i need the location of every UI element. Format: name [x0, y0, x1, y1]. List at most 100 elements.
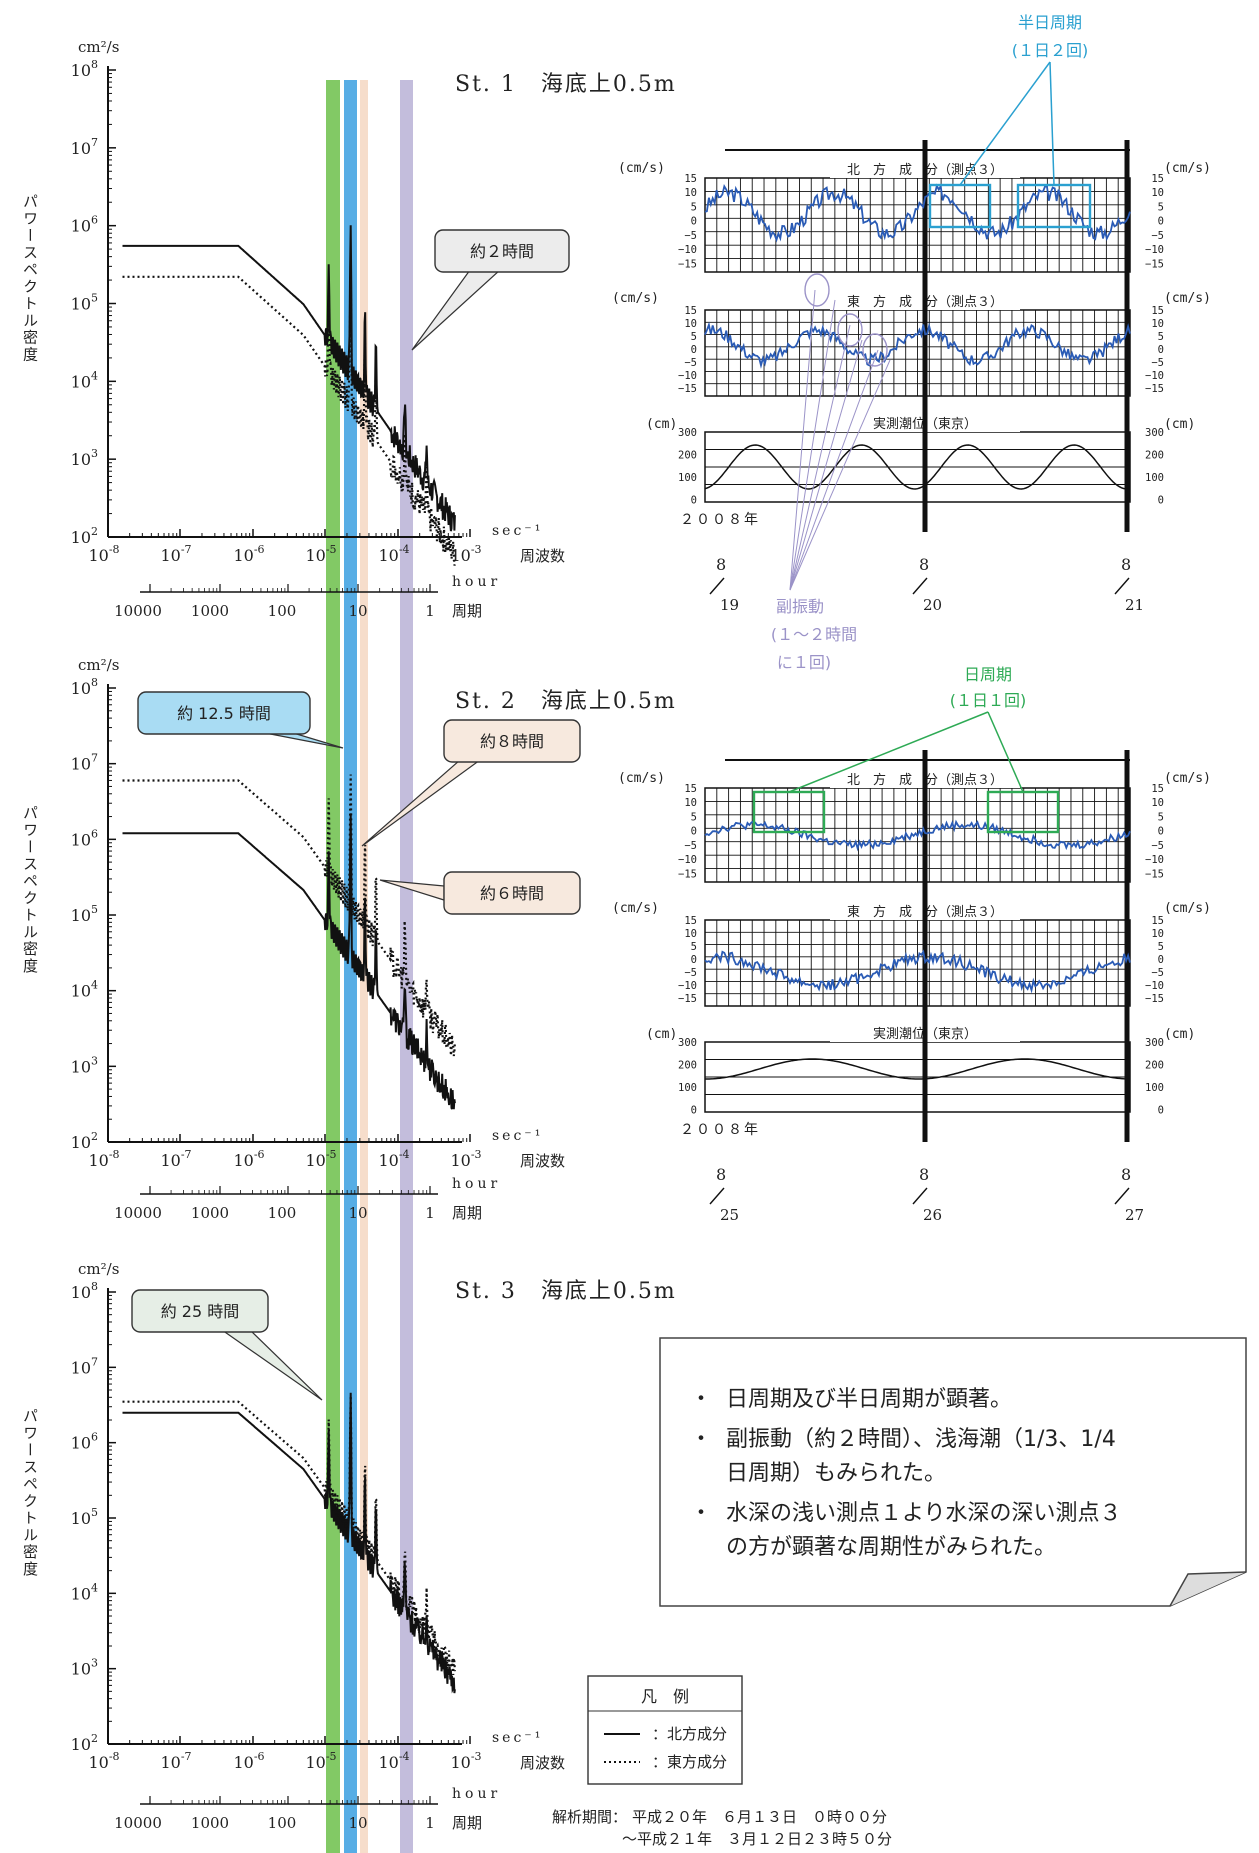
- y-tick-label: 103: [71, 1657, 98, 1679]
- ts-unit-left-1: (cm/s): [618, 161, 665, 176]
- ts-unit-right-3: (cm): [1164, 417, 1195, 432]
- spectrum-title: St. 1 海底上0.5m: [455, 72, 677, 97]
- y-tick-label: 102: [71, 1130, 98, 1152]
- spectrum-title: St. 3 海底上0.5m: [455, 1279, 677, 1304]
- ts-pointer-2: [987, 711, 1024, 793]
- ts-tick-left: 10: [684, 187, 697, 199]
- callout-25h-text: 約 25 時間: [161, 1302, 240, 1321]
- period-tick-label: 1: [425, 1814, 435, 1832]
- x-tick-label: 10-8: [88, 543, 119, 565]
- ts-tick-left: −10: [678, 980, 697, 992]
- ts-pointer-1: [959, 61, 1051, 186]
- ts-north-line: [704, 183, 1131, 243]
- callout-2h-text: 約２時間: [470, 242, 534, 261]
- note-item-5: の方が顕著な周期性がみられた。: [726, 1535, 1056, 1560]
- ts-tick-right: −10: [1145, 370, 1164, 382]
- svg-text:21: 21: [1125, 596, 1144, 614]
- analysis-line2: ～平成２１年 ３月１２日２３時５０分: [622, 1830, 892, 1848]
- ts-tick-left: 300: [678, 1037, 697, 1049]
- ts-tick-left: 15: [684, 915, 697, 927]
- series-east-line: [122, 774, 456, 1057]
- legend-title: 凡 例: [641, 1687, 689, 1706]
- y-tick-label: 104: [71, 369, 98, 391]
- ts-tick-right: 10: [1151, 797, 1164, 809]
- x-tick-label: 10-8: [88, 1750, 119, 1772]
- y-label: パワースペクトル密度: [21, 805, 39, 975]
- note-bullet-3: ・: [690, 1501, 712, 1526]
- ts-date-label-1: 8 26: [912, 1165, 942, 1224]
- period-unit: hour: [452, 1176, 501, 1192]
- svg-text:8: 8: [919, 555, 929, 574]
- y-tick-label: 106: [71, 214, 98, 236]
- ts-unit-right-2: (cm/s): [1164, 291, 1211, 306]
- ts-date-label-0: 8 19: [709, 555, 739, 614]
- y-tick-label: 102: [71, 525, 98, 547]
- callout-6h-text: 約６時間: [480, 884, 544, 903]
- sub-osc-line1: 副振動: [776, 597, 824, 616]
- ts-tick-right: 300: [1145, 427, 1164, 439]
- freq-unit: sec⁻¹: [492, 1128, 543, 1144]
- ts-unit-left-3: (cm): [646, 417, 677, 432]
- ts-north-line: [704, 819, 1131, 852]
- y-unit: cm²/s: [78, 1260, 119, 1278]
- sub-osc-circle-1: [804, 273, 830, 307]
- ts-tick-left: 0: [691, 495, 697, 507]
- ts-tick-right: 0: [1158, 1105, 1164, 1117]
- period-tick-label: 10000: [114, 1204, 162, 1222]
- ts-tick-right: 100: [1145, 472, 1164, 484]
- ts-tick-right: 100: [1145, 1082, 1164, 1094]
- period-tick-label: 1000: [191, 602, 229, 620]
- note-box: ・ 日周期及び半日周期が顕著。 ・ 副振動（約２時間）、浅海潮（1/3、1/4 …: [659, 1337, 1247, 1607]
- ts-unit-right-1: (cm/s): [1164, 771, 1211, 786]
- ts-pointer-1: [788, 711, 989, 793]
- spectrum-title: St. 2 海底上0.5m: [455, 689, 677, 714]
- y-tick-label: 108: [71, 676, 98, 698]
- legend-north: ：北方成分: [652, 1725, 727, 1743]
- ts-tick-left: 5: [691, 941, 697, 953]
- period-tick-label: 1: [425, 602, 435, 620]
- ts-tick-left: 0: [691, 344, 697, 356]
- sub-osc-pointer-2: [789, 324, 851, 591]
- freq-label: 周波数: [520, 1152, 565, 1170]
- y-tick-label: 103: [71, 447, 98, 469]
- freq-label: 周波数: [520, 547, 565, 565]
- ts-tick-right: 200: [1145, 1060, 1164, 1072]
- ts-tick-right: 0: [1158, 344, 1164, 356]
- ts-tick-right: −5: [1151, 967, 1164, 979]
- band-diurnal: [326, 80, 340, 1853]
- period-label: 周期: [452, 1204, 482, 1222]
- ts-tick-right: 5: [1158, 941, 1164, 953]
- x-tick-label: 10-7: [160, 1750, 191, 1772]
- ts-tick-right: 10: [1151, 318, 1164, 330]
- legend-east: ：東方成分: [652, 1753, 727, 1771]
- y-tick-label: 106: [71, 827, 98, 849]
- y-tick-label: 105: [71, 1506, 98, 1528]
- ts-tick-left: −5: [684, 967, 697, 979]
- svg-text:25: 25: [720, 1206, 739, 1224]
- ts-tick-left: −10: [678, 854, 697, 866]
- svg-text:26: 26: [923, 1206, 942, 1224]
- ts-tick-left: 100: [678, 1082, 697, 1094]
- analysis-line1: 平成２０年 ６月１３日 ０時００分: [632, 1808, 887, 1826]
- period-tick-label: 1000: [191, 1814, 229, 1832]
- ts-tide-line: [704, 444, 1131, 490]
- note-bullet-1: ・: [690, 1387, 712, 1412]
- ts-tick-left: 100: [678, 472, 697, 484]
- ts-tick-left: −15: [678, 258, 697, 270]
- x-tick-label: 10-3: [450, 1750, 481, 1772]
- series-north-line: [122, 813, 456, 1110]
- ts-unit-right-1: (cm/s): [1164, 161, 1211, 176]
- sub-osc-pointer-4: [789, 349, 879, 591]
- ts-tick-right: 15: [1151, 305, 1164, 317]
- ts-unit-right-3: (cm): [1164, 1027, 1195, 1042]
- ts-date-label-1: 8 20: [912, 555, 942, 614]
- sub-osc-pointer-5: [789, 359, 891, 591]
- freq-unit: sec⁻¹: [492, 523, 543, 539]
- period-tick-label: 1000: [191, 1204, 229, 1222]
- period-unit: hour: [452, 574, 501, 590]
- ts-tick-right: 10: [1151, 928, 1164, 940]
